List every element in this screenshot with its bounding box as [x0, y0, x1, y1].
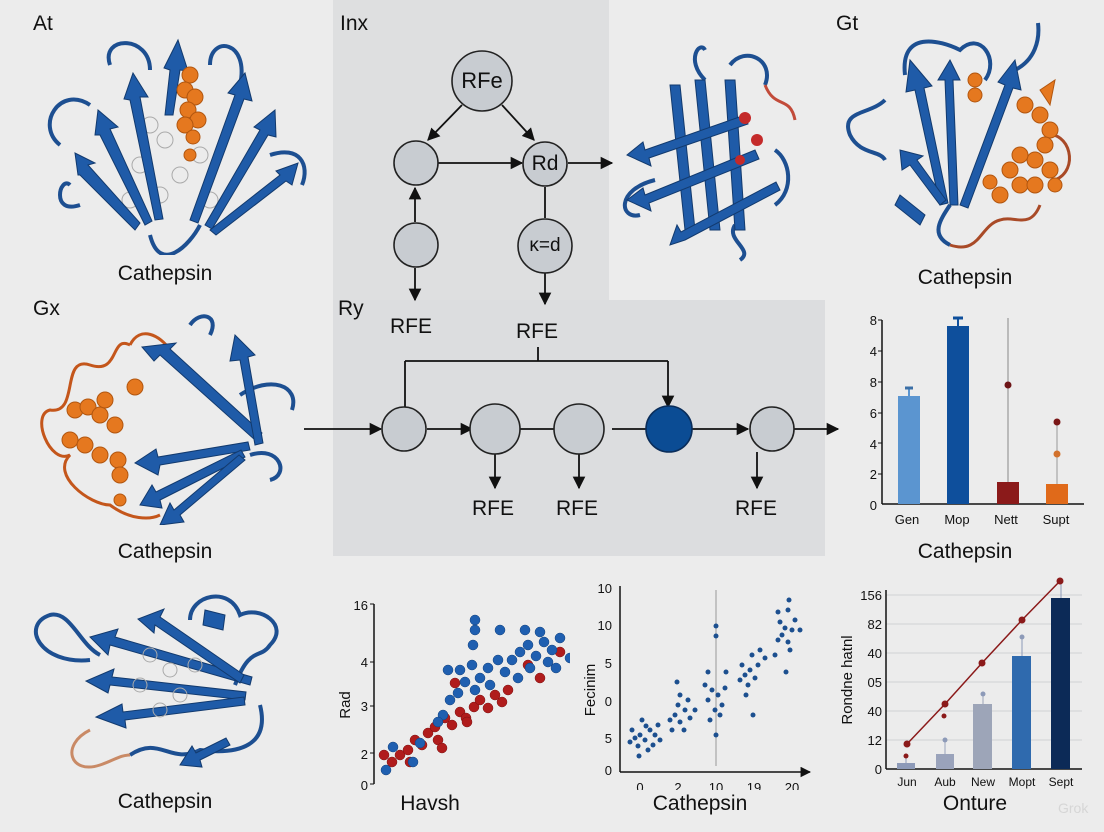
svg-text:Aub: Aub	[934, 775, 956, 789]
svg-text:3: 3	[361, 699, 368, 714]
scatter-chart-cathepsin: 10 10 5 0 5 0 Fecinim 0 2 10 19 20	[582, 581, 812, 790]
svg-text:0: 0	[870, 498, 877, 513]
node-left	[393, 140, 439, 186]
svg-text:5: 5	[605, 731, 612, 746]
svg-text:82: 82	[868, 617, 882, 632]
output-label-chain-2: RFE	[556, 497, 598, 520]
svg-text:Sept: Sept	[1049, 775, 1074, 789]
svg-text:8: 8	[870, 375, 877, 390]
node-rd	[522, 141, 568, 187]
node-label-rfe: RFe	[461, 68, 503, 93]
svg-text:Supt: Supt	[1043, 512, 1070, 527]
output-label-center: RFE	[516, 320, 558, 343]
svg-text:10: 10	[709, 780, 723, 790]
svg-text:0: 0	[605, 763, 612, 778]
svg-text:156: 156	[860, 588, 882, 603]
node-kappa	[517, 218, 573, 274]
chart4-ylabel: Rondne hatnl	[839, 635, 856, 724]
svg-text:4: 4	[870, 344, 877, 359]
protein-structure-top-left	[47, 38, 307, 255]
node-lower-left	[393, 222, 439, 268]
svg-text:Gen: Gen	[895, 512, 920, 527]
scatter2-ylabel: Fecinim	[582, 664, 599, 717]
svg-text:New: New	[971, 775, 995, 789]
scatter1-xlabel: Havsh	[400, 792, 460, 815]
output-label-chain-3: RFE	[735, 497, 777, 520]
watermark: Grok	[1058, 800, 1089, 816]
svg-text:0: 0	[361, 778, 368, 790]
svg-text:40: 40	[868, 646, 882, 661]
svg-text:4: 4	[870, 437, 877, 452]
bar-chart-title: Cathepsin	[917, 540, 1013, 563]
output-label-chain-1: RFE	[472, 497, 514, 520]
svg-text:0: 0	[636, 780, 643, 790]
protein-structure-center	[623, 45, 797, 262]
node-label-kappa: κ=d	[529, 235, 561, 256]
ytick: 8	[870, 313, 877, 328]
svg-text:6: 6	[870, 406, 877, 421]
svg-text:19: 19	[747, 780, 761, 790]
svg-text:4: 4	[361, 655, 368, 670]
svg-text:5: 5	[605, 656, 612, 671]
svg-text:16: 16	[354, 598, 368, 613]
node-active	[645, 405, 693, 453]
panel-label-inx: Inx	[340, 12, 369, 35]
output-label-left: RFE	[390, 315, 432, 338]
panel-label-gx: Gx	[33, 297, 60, 320]
caption-top-left: Cathepsin	[117, 262, 213, 285]
bar-line-chart-onture: 156 82 40 05 40 12 0 Rondne hatnl Jun Aub New Mop…	[839, 577, 1082, 789]
svg-text:Nett: Nett	[994, 512, 1018, 527]
scatter-chart-havsh: 16 4 3 2 0 Rad	[337, 598, 570, 790]
svg-text:05: 05	[868, 675, 882, 690]
caption-mid-left: Cathepsin	[117, 540, 213, 563]
svg-text:Jun: Jun	[897, 775, 916, 789]
caption-top-right: Cathepsin	[917, 266, 1013, 289]
protein-structure-top-right	[846, 22, 1071, 249]
scatter1-ylabel: Rad	[337, 691, 354, 719]
protein-structure-bottom-left	[33, 594, 279, 769]
panel-label-gt: Gt	[836, 12, 859, 35]
svg-text:2: 2	[674, 780, 681, 790]
bar-chart-cathepsin: 8 4 8 6 4 2 0 Gen Mop Nett Supt	[870, 313, 1084, 527]
svg-text:12: 12	[868, 733, 882, 748]
svg-text:2: 2	[361, 747, 368, 762]
node-label-rd: Rd	[531, 152, 559, 175]
svg-text:40: 40	[868, 704, 882, 719]
svg-text:Mop: Mop	[944, 512, 969, 527]
svg-text:0: 0	[605, 694, 612, 709]
svg-text:2: 2	[870, 467, 877, 482]
panel-label-at: At	[33, 12, 53, 35]
svg-text:10: 10	[598, 581, 612, 596]
svg-text:0: 0	[875, 762, 882, 777]
protein-structure-mid-left	[40, 314, 296, 525]
svg-text:Mopt: Mopt	[1009, 775, 1036, 789]
node-rfe	[451, 50, 513, 112]
svg-text:20: 20	[785, 780, 799, 790]
panel-label-ry: Ry	[338, 297, 364, 320]
chart4-xlabel: Onture	[942, 792, 1008, 815]
svg-text:10: 10	[598, 618, 612, 633]
scatter2-xlabel: Cathepsin	[652, 792, 748, 815]
caption-bottom-left: Cathepsin	[117, 790, 213, 813]
